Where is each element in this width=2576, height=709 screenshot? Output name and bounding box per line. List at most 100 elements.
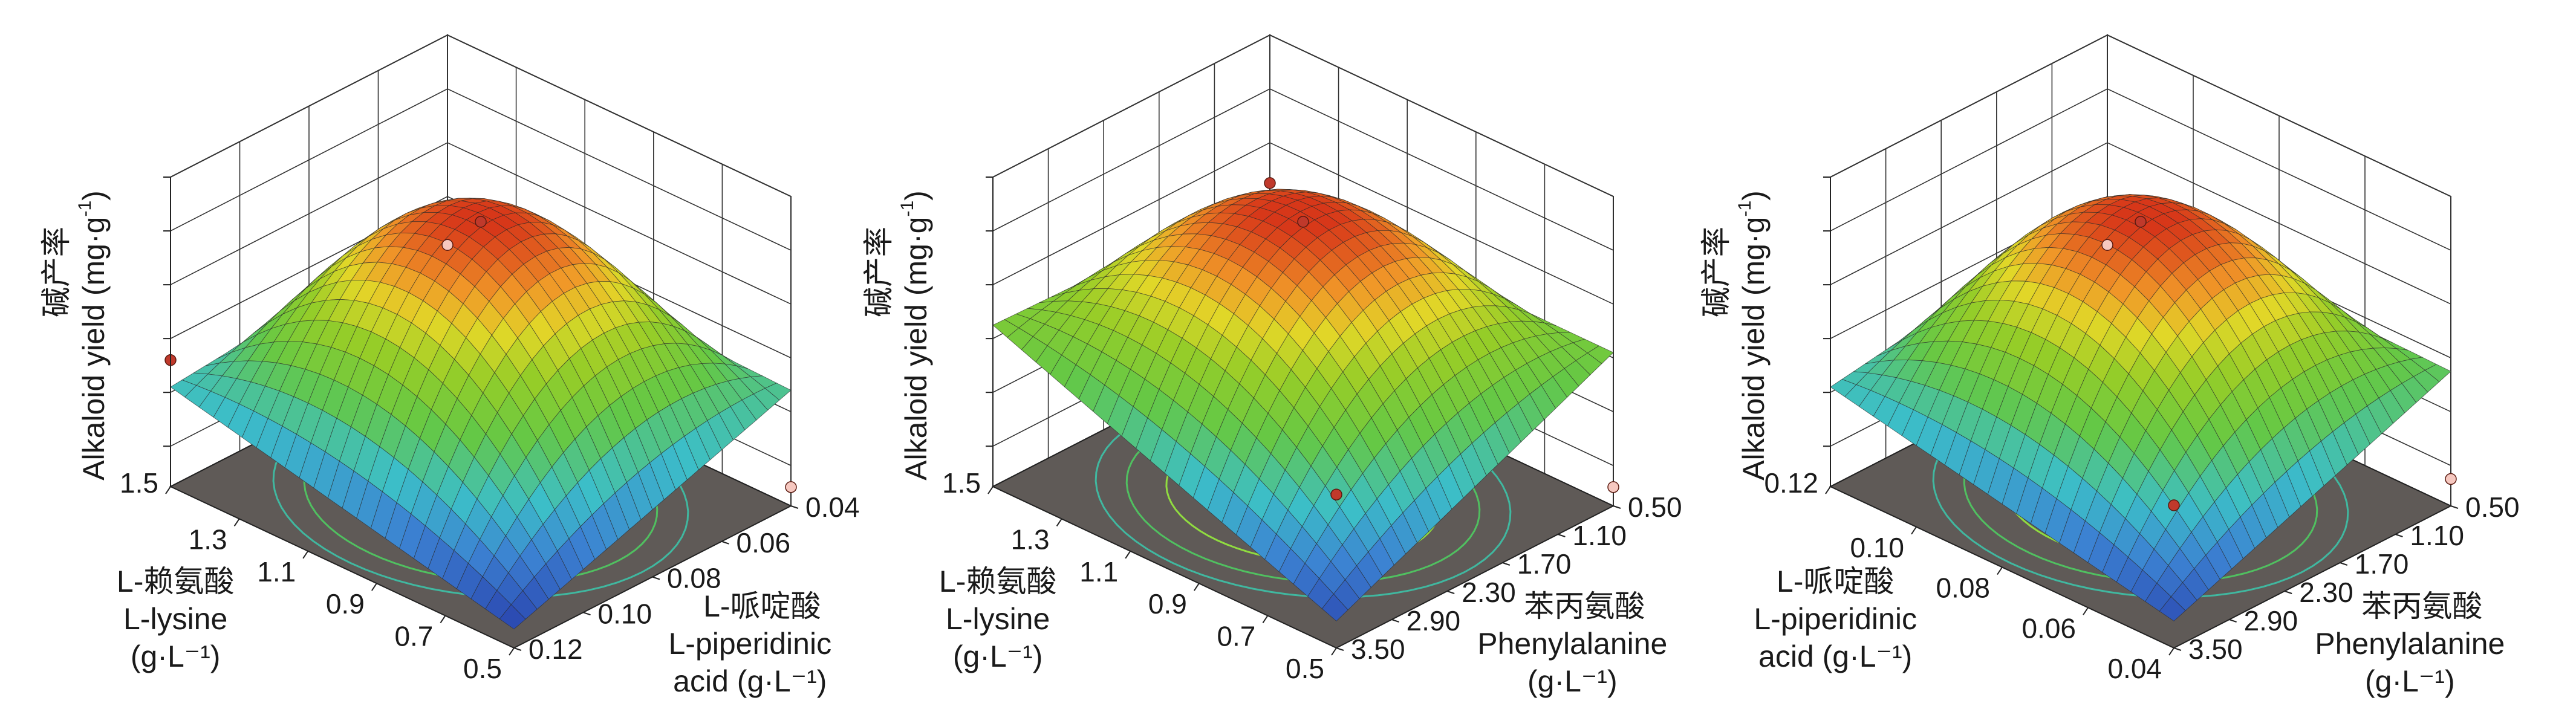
x-tick-label: 0.9 [326, 588, 365, 620]
y-tick-label: 0.50 [2465, 491, 2520, 523]
x-axis-label-en: L-lysine [946, 602, 1050, 636]
x-tick [165, 486, 171, 494]
x-tick-label: 0.9 [1148, 588, 1187, 620]
x-tick-label: 1.5 [942, 467, 981, 499]
y-tick-label: 0.50 [1628, 491, 1682, 523]
response-surface [992, 189, 1614, 622]
x-axis-unit: (g·L⁻¹) [131, 639, 221, 673]
y-tick [2450, 505, 2459, 509]
y-tick [2395, 534, 2403, 537]
y-axis-unit: (g·L⁻¹) [1527, 664, 1618, 698]
x-tick-label: 0.5 [463, 653, 502, 684]
x-axis: 0.12 0.10 0.08 0.06 0.04 L-哌啶酸 L-piperidinicac… [1754, 467, 2174, 684]
x-tick [440, 615, 446, 624]
x-tick [2168, 647, 2174, 656]
data-point [1330, 488, 1342, 500]
y-tick-label: 1.10 [1572, 520, 1627, 551]
x-tick [2083, 607, 2089, 615]
y-tick [513, 647, 522, 651]
x-axis-label-en: L-piperidinic [1754, 602, 1917, 636]
z-axis-label-zh: 碱产率 [862, 227, 896, 317]
y-axis-label-en: Phenylalanine [2315, 627, 2505, 661]
x-tick [509, 647, 515, 656]
x-axis: 1.5 1.3 1.1 0.9 0.7 0.5 L-赖氨酸 L-lysine(g·L⁻¹) [117, 467, 515, 684]
y-axis-label-zh: 苯丙氨酸 [1524, 589, 1645, 623]
y-axis-unit: acid (g·L⁻¹) [673, 664, 827, 698]
x-tick-label: 0.12 [1764, 467, 1818, 499]
y-tick-label: 0.06 [737, 527, 791, 558]
y-tick-label: 3.50 [2188, 633, 2243, 665]
x-tick-label: 1.1 [1079, 556, 1118, 588]
y-axis: 0.501.101.702.302.903.50 苯丙氨酸 Phenylalanin… [2173, 491, 2520, 698]
data-point [475, 216, 487, 228]
x-tick-label: 1.5 [120, 467, 158, 499]
y-tick [790, 505, 799, 509]
y-tick-label: 2.30 [2299, 577, 2353, 608]
x-tick [1911, 526, 1917, 535]
data-point [2101, 239, 2113, 251]
data-point [441, 239, 454, 251]
z-axis-label-en: Alkaloid yield (mg·g-1) [897, 190, 933, 481]
z-axis-label-zh: 碱产率 [39, 227, 73, 317]
x-tick [233, 518, 240, 526]
z-axis-title: Alkaloid yield (mg·g-1)碱产率 [39, 190, 111, 481]
y-tick-label: 1.70 [1517, 548, 1572, 580]
y-tick [2340, 562, 2348, 566]
y-tick-label: 1.10 [2410, 520, 2464, 551]
data-point [1297, 216, 1309, 228]
x-axis-label-zh: L-哌啶酸 [1777, 565, 1894, 598]
y-axis-label-zh: L-哌啶酸 [703, 589, 821, 623]
x-tick-label: 0.04 [2107, 653, 2162, 684]
z-axis-label-en: Alkaloid yield (mg·g-1) [75, 190, 111, 481]
z-axis-title: Alkaloid yield (mg·g-1)碱产率 [1699, 190, 1771, 481]
y-axis-label-en: Phenylalanine [1477, 627, 1667, 661]
x-tick-label: 1.3 [1011, 523, 1050, 555]
data-point [2168, 499, 2180, 511]
x-axis-label-zh: L-赖氨酸 [117, 565, 234, 598]
y-tick [1336, 647, 1344, 651]
x-tick-label: 1.3 [189, 523, 227, 555]
surface-cell [1321, 594, 1348, 622]
y-tick [583, 612, 591, 616]
y-tick-label: 0.04 [805, 491, 860, 523]
x-tick-label: 0.10 [1850, 532, 1904, 563]
surface-cell [499, 604, 526, 630]
y-tick-label: 0.08 [667, 563, 721, 594]
y-tick-label: 2.90 [1407, 605, 1461, 636]
x-tick [1262, 615, 1269, 624]
x-axis: 1.5 1.3 1.1 0.9 0.7 0.5 L-赖氨酸 L-lysine(g·L⁻¹) [939, 467, 1337, 684]
x-tick-label: 0.06 [2021, 612, 2076, 644]
z-axis-title: Alkaloid yield (mg·g-1)碱产率 [862, 190, 933, 481]
surface-cell [2159, 596, 2186, 622]
x-tick [1997, 566, 2003, 575]
x-tick [1056, 518, 1062, 526]
y-tick-label: 0.10 [598, 598, 652, 629]
response-surface [170, 198, 792, 630]
x-tick-label: 1.1 [257, 556, 296, 588]
y-axis-label-en: L-piperidinic [669, 627, 832, 661]
x-tick [1331, 647, 1337, 656]
response-surface [1830, 194, 2451, 622]
y-tick [1613, 505, 1621, 509]
y-tick-label: 2.30 [1462, 577, 1516, 608]
chart-panel-3: Alkaloid yield (mg·g-1)碱产率0.120.100.080.… [1699, 34, 2520, 698]
x-axis-unit: (g·L⁻¹) [953, 639, 1043, 673]
y-tick [652, 576, 660, 580]
y-tick-label: 3.50 [1351, 633, 1405, 665]
data-point [785, 481, 797, 493]
y-tick [2173, 647, 2182, 651]
y-axis: 0.04 0.06 0.08 0.10 0.12 L-哌啶酸 L-piperidinicac… [513, 491, 860, 698]
x-tick [371, 583, 377, 591]
y-tick [2284, 591, 2292, 594]
x-axis-unit: acid (g·L⁻¹) [1758, 639, 1912, 673]
chart-panel-2: Alkaloid yield (mg·g-1)碱产率 1.5 1.3 1.1 0.9 0.… [862, 34, 1682, 698]
data-point [1264, 177, 1276, 189]
y-tick [721, 540, 729, 545]
x-tick-label: 0.7 [1217, 621, 1255, 652]
y-tick [1558, 534, 1566, 537]
x-tick [1125, 551, 1131, 559]
x-axis-label-en: L-lysine [123, 602, 227, 636]
data-point [2445, 473, 2457, 485]
x-tick-label: 0.5 [1286, 653, 1324, 684]
